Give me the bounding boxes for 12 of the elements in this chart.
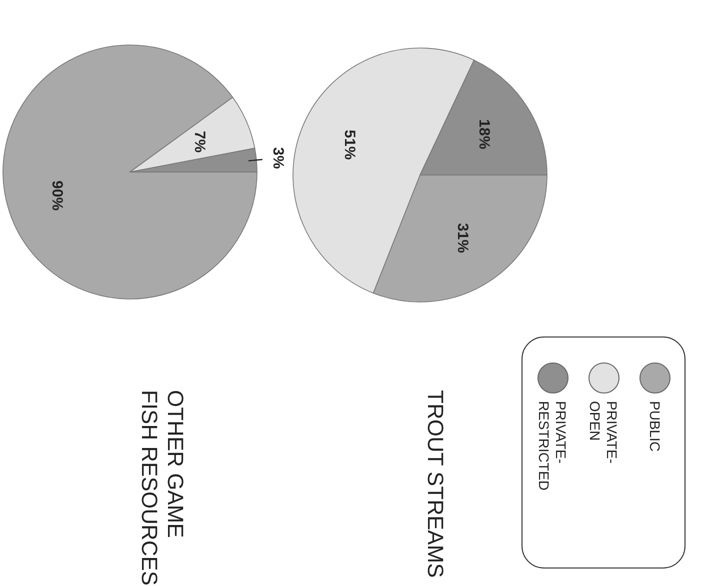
data-label: 3% [269,147,286,169]
legend-label: PRIVATE-OPEN [587,401,620,464]
data-label: 7% [190,130,208,153]
data-label: 31% [454,223,471,254]
pie-slice [2,44,258,300]
text: OTHER GAME FISH RESOURCES [137,390,188,586]
data-label: 18% [475,119,492,150]
text: TROUT STREAMS [423,390,448,578]
legend-label: PRIVATE-RESTRICTED [536,401,569,490]
data-label: 51% [341,130,358,160]
legend-label: PUBLIC [647,401,663,452]
data-label: 90% [48,180,66,211]
